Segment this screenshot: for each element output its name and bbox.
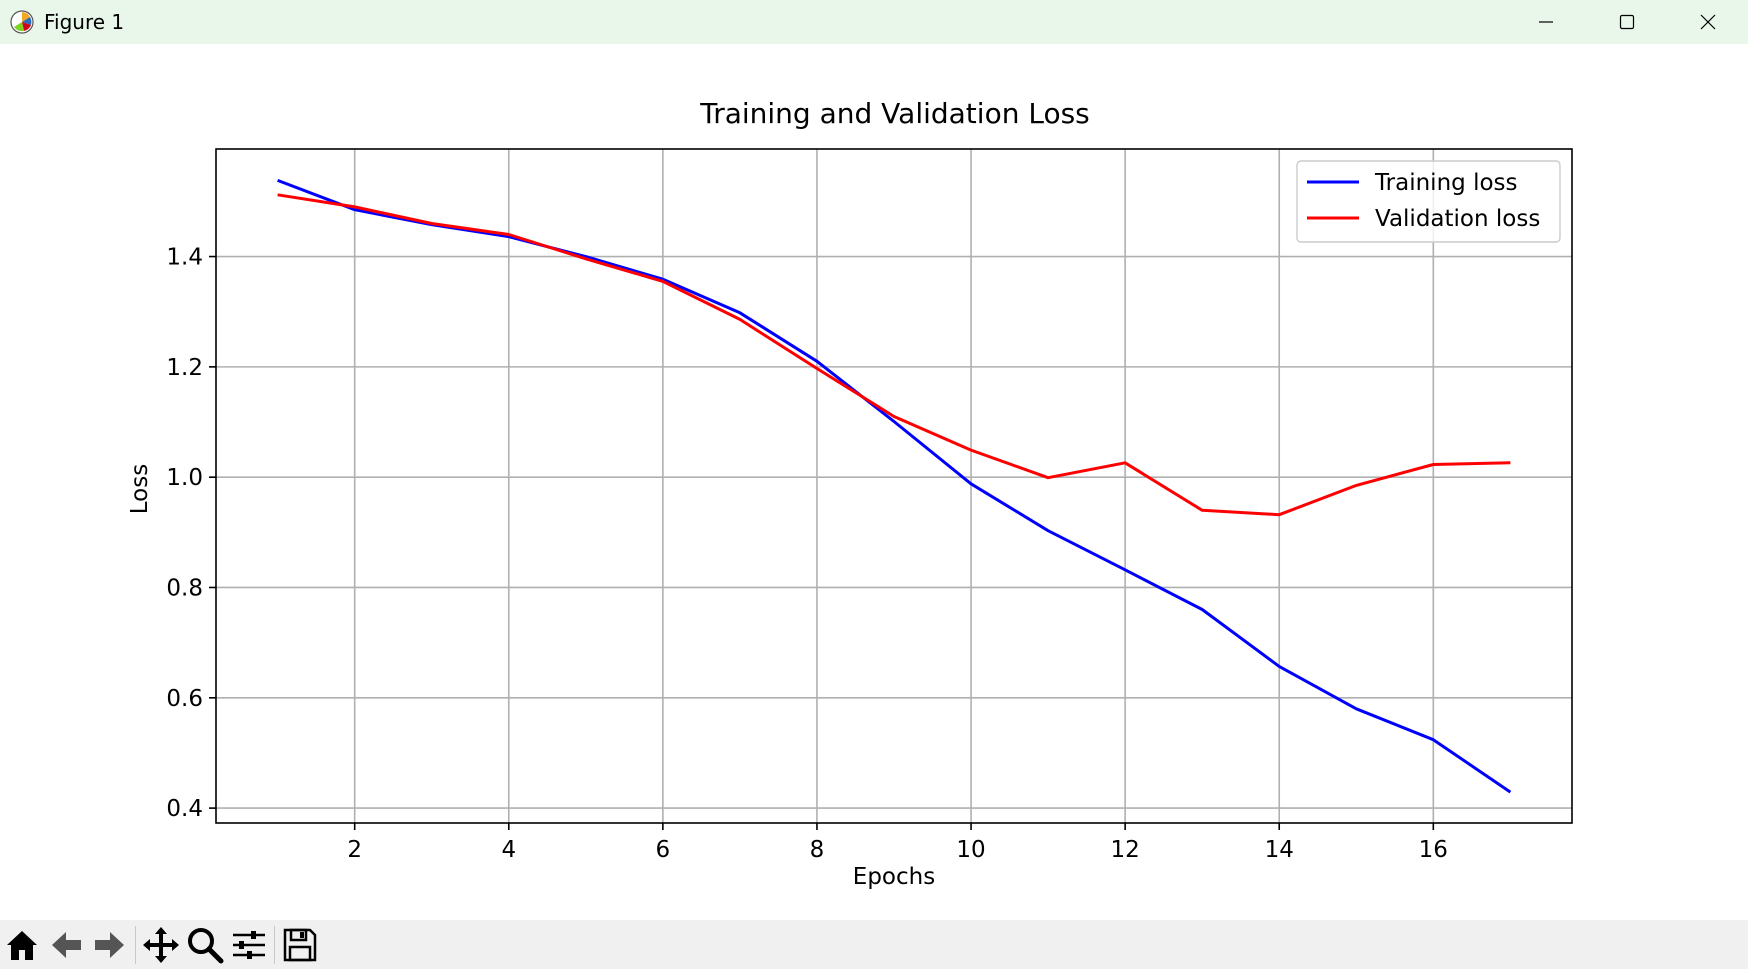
maximize-button[interactable] bbox=[1586, 0, 1667, 44]
pan-icon bbox=[143, 926, 179, 963]
close-button[interactable] bbox=[1667, 0, 1748, 44]
validation-loss-line bbox=[277, 193, 1511, 517]
legend-label-training: Training loss bbox=[1374, 170, 1518, 196]
legend-label-validation: Validation loss bbox=[1375, 206, 1540, 232]
y-tick-label: 1.2 bbox=[166, 355, 203, 381]
x-tick-label: 14 bbox=[1265, 837, 1294, 863]
x-tick-label: 12 bbox=[1110, 837, 1139, 863]
pan-button[interactable] bbox=[139, 923, 183, 967]
x-tick-label: 2 bbox=[347, 837, 362, 863]
home-button[interactable] bbox=[0, 923, 44, 967]
x-axis-label: Epochs bbox=[853, 864, 935, 890]
axis-ticks: 2 4 6 8 10 12 14 16 0.4 0.6 0.8 1.0 1.2 1.4 bbox=[166, 245, 1448, 863]
back-button[interactable] bbox=[44, 923, 88, 967]
plot-frame bbox=[215, 148, 1573, 824]
figure-canvas[interactable]: Training and Validation Loss 2 4 6 8 10 12 14 1… bbox=[0, 44, 1748, 920]
loss-chart: Training and Validation Loss 2 4 6 8 10 12 14 1… bbox=[127, 97, 1573, 890]
close-icon bbox=[1700, 14, 1715, 30]
window-titlebar: Figure 1 bbox=[0, 0, 1748, 44]
y-tick-label: 1.0 bbox=[166, 465, 203, 491]
x-tick-label: 10 bbox=[956, 837, 985, 863]
save-button[interactable] bbox=[278, 923, 322, 967]
toolbar-separator bbox=[274, 925, 275, 964]
x-tick-label: 16 bbox=[1419, 837, 1448, 863]
maximize-icon bbox=[1619, 14, 1634, 30]
minimize-icon bbox=[1538, 21, 1553, 23]
y-tick-label: 0.6 bbox=[166, 686, 203, 712]
zoom-icon bbox=[188, 927, 224, 963]
legend-box bbox=[1296, 160, 1561, 243]
back-arrow-icon bbox=[52, 931, 81, 958]
forward-button[interactable] bbox=[88, 923, 132, 967]
x-tick-label: 4 bbox=[501, 837, 516, 863]
training-loss-line bbox=[277, 178, 1512, 794]
save-icon bbox=[283, 928, 317, 961]
forward-arrow-icon bbox=[95, 931, 124, 958]
series-lines bbox=[277, 178, 1512, 794]
home-icon bbox=[7, 930, 37, 960]
y-tick-label: 1.4 bbox=[166, 245, 203, 271]
window-title: Figure 1 bbox=[44, 10, 125, 34]
configure-subplots-button[interactable] bbox=[227, 923, 271, 967]
y-tick-label: 0.8 bbox=[166, 575, 203, 601]
navigation-toolbar bbox=[0, 920, 1748, 969]
configure-subplots-icon bbox=[233, 930, 265, 959]
matplotlib-icon bbox=[10, 10, 34, 34]
x-tick-label: 8 bbox=[810, 837, 825, 863]
zoom-button[interactable] bbox=[183, 923, 227, 967]
y-axis-label: Loss bbox=[127, 464, 153, 514]
x-tick-label: 6 bbox=[656, 837, 671, 863]
legend: Training loss Validation loss bbox=[1296, 160, 1561, 243]
grid-lines bbox=[216, 149, 1572, 823]
chart-title: Training and Validation Loss bbox=[699, 97, 1090, 130]
toolbar-separator bbox=[135, 925, 136, 964]
minimize-button[interactable] bbox=[1505, 0, 1586, 44]
y-tick-label: 0.4 bbox=[166, 796, 203, 822]
